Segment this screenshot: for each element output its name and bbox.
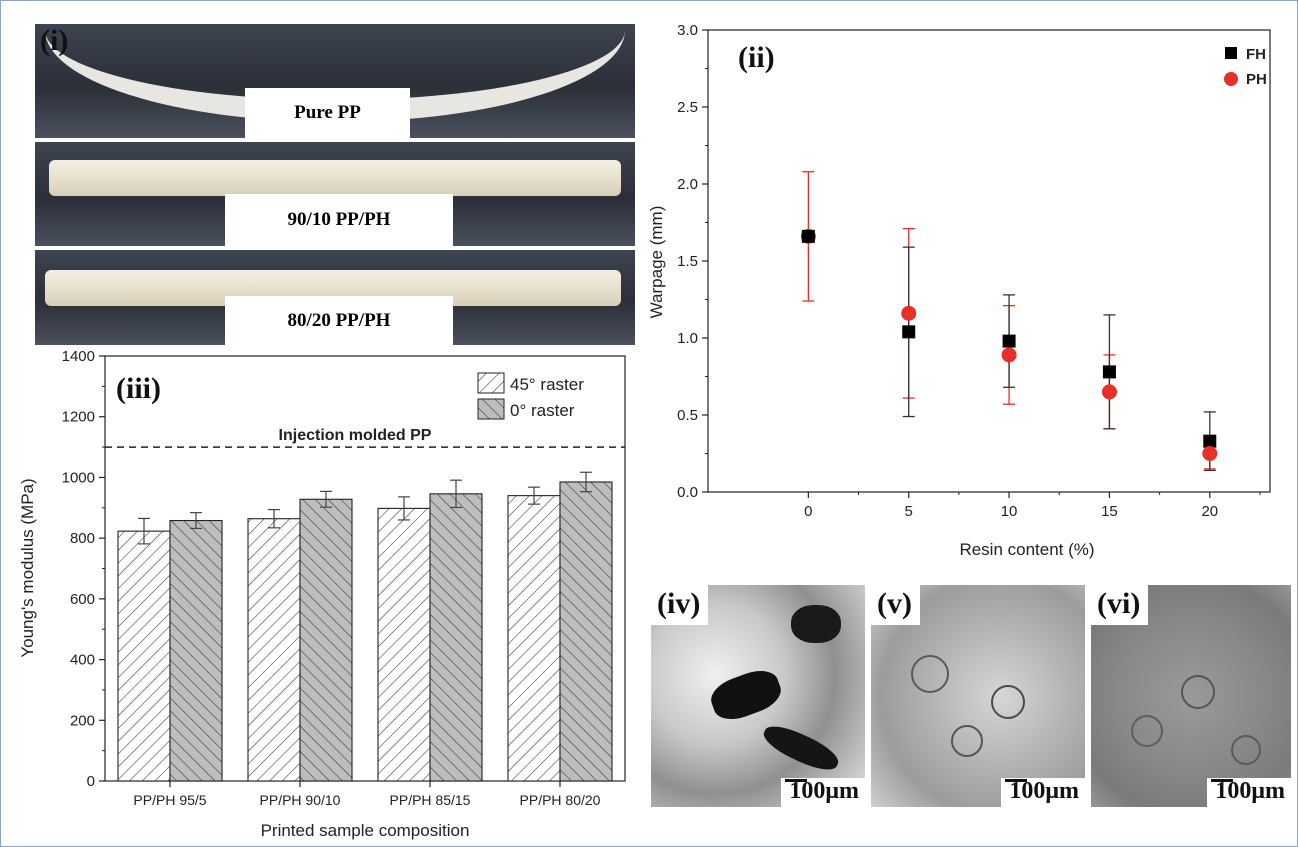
scale-bar-iv bbox=[785, 779, 807, 782]
dark-region bbox=[706, 664, 786, 726]
warpage-legend: FH PH bbox=[1224, 46, 1267, 88]
photo-pure-pp: Pure PP bbox=[35, 24, 635, 138]
scale-bar-v bbox=[1005, 779, 1027, 782]
modulus-x-tick-label: PP/PH 90/10 bbox=[260, 792, 341, 808]
dark-region bbox=[759, 719, 843, 777]
bar-45-raster bbox=[117, 530, 171, 782]
modulus-y-label: Young's modulus (MPa) bbox=[18, 478, 37, 657]
data-point-ph bbox=[1001, 347, 1017, 363]
legend-marker-fh bbox=[1225, 47, 1237, 59]
modulus-y-tick-label: 0 bbox=[87, 773, 95, 790]
warpage-marks bbox=[800, 171, 1218, 472]
injection-molded-label: Injection molded PP bbox=[279, 427, 432, 444]
warpage-axes: 0.0 0.5 1.0 1.5 2.0 2.5 3.0 0 5 10 15 20 bbox=[677, 22, 1271, 520]
warpage-y-tick-label: 0.0 bbox=[677, 484, 698, 501]
data-point-fh bbox=[1102, 365, 1116, 379]
panel-tag-ii: (ii) bbox=[738, 41, 775, 74]
modulus-x-tick-label: PP/PH 95/5 bbox=[133, 792, 206, 808]
bar-0-raster bbox=[559, 481, 613, 782]
data-point-fh bbox=[1002, 334, 1016, 348]
legend-label-45: 45° raster bbox=[510, 375, 584, 394]
modulus-y-tick-label: 1400 bbox=[62, 350, 95, 365]
data-point-fh bbox=[1203, 434, 1217, 448]
modulus-y-tick-label: 1000 bbox=[62, 469, 95, 486]
legend-label-ph: PH bbox=[1246, 71, 1267, 88]
warpage-chart: 0.0 0.5 1.0 1.5 2.0 2.5 3.0 0 5 10 15 20 Resin cont… bbox=[647, 22, 1271, 559]
legend-label-0: 0° raster bbox=[510, 401, 575, 420]
legend-swatch-0 bbox=[477, 398, 505, 420]
bar-45-raster bbox=[507, 495, 561, 782]
warpage-y-label: Warpage (mm) bbox=[647, 206, 666, 319]
panel-tag-iii: (iii) bbox=[116, 372, 161, 405]
modulus-axes: 0 200 400 600 800 1000 1200 1400 PP/PH 95/5 PP/PH… bbox=[62, 350, 626, 808]
warpage-y-tick-label: 1.0 bbox=[677, 330, 698, 347]
photo-label-80-20: 80/20 PP/PH bbox=[225, 296, 453, 345]
spherulite bbox=[1181, 675, 1215, 709]
modulus-marks bbox=[117, 471, 613, 782]
spherulite bbox=[1231, 735, 1261, 765]
micrograph-v: (v) 100μm bbox=[871, 585, 1085, 807]
bar-45-raster bbox=[377, 507, 431, 782]
warpage-x-tick-label: 5 bbox=[905, 503, 913, 520]
bar-45-raster bbox=[247, 518, 301, 782]
modulus-y-tick-label: 800 bbox=[70, 530, 95, 547]
scale-bar-vi bbox=[1211, 779, 1233, 782]
spherulite bbox=[951, 725, 983, 757]
modulus-legend: 45° raster 0° raster bbox=[477, 372, 584, 420]
micrograph-vi: (vi) 100μm bbox=[1091, 585, 1291, 807]
panel-tag-v: (v) bbox=[871, 585, 920, 625]
warpage-y-tick-label: 1.5 bbox=[677, 253, 698, 270]
flat-strip bbox=[49, 160, 621, 196]
dark-region bbox=[791, 605, 841, 643]
spherulite bbox=[1131, 715, 1163, 747]
panel-tag-vi: (vi) bbox=[1091, 585, 1149, 625]
photo-label-pure-pp: Pure PP bbox=[245, 88, 410, 138]
photo-90-10: 90/10 PP/PH bbox=[35, 142, 635, 246]
legend-label-fh: FH bbox=[1246, 46, 1266, 63]
warpage-x-tick-label: 10 bbox=[1001, 503, 1018, 520]
bar-0-raster bbox=[299, 498, 353, 782]
data-point-ph bbox=[1101, 384, 1117, 400]
modulus-x-tick-label: PP/PH 80/20 bbox=[520, 792, 601, 808]
panel-tag-iv: (iv) bbox=[651, 585, 709, 625]
warpage-y-tick-label: 2.5 bbox=[677, 99, 698, 116]
scale-label-v: 100μm bbox=[1001, 778, 1085, 807]
data-point-ph bbox=[1202, 446, 1218, 461]
warpage-x-tick-label: 0 bbox=[804, 503, 812, 520]
data-point-ph bbox=[901, 305, 917, 321]
warpage-y-tick-label: 3.0 bbox=[677, 22, 698, 39]
warpage-x-tick-label: 15 bbox=[1101, 503, 1118, 520]
photo-80-20: 80/20 PP/PH bbox=[35, 250, 635, 345]
warpage-plot-frame bbox=[707, 29, 1271, 493]
scale-label-vi: 100μm bbox=[1207, 778, 1291, 807]
data-point-fh bbox=[801, 229, 815, 243]
warpage-x-tick-label: 20 bbox=[1201, 503, 1218, 520]
modulus-y-tick-label: 600 bbox=[70, 591, 95, 608]
modulus-x-tick-label: PP/PH 85/15 bbox=[390, 792, 471, 808]
warpage-y-tick-label: 2.0 bbox=[677, 176, 698, 193]
scale-label-iv: 100μm bbox=[781, 778, 865, 807]
warpage-x-label: Resin content (%) bbox=[959, 540, 1094, 559]
modulus-y-tick-label: 200 bbox=[70, 712, 95, 729]
modulus-x-label: Printed sample composition bbox=[261, 821, 470, 840]
spherulite bbox=[991, 685, 1025, 719]
warpage-y-tick-label: 0.5 bbox=[677, 407, 698, 424]
modulus-y-tick-label: 400 bbox=[70, 652, 95, 669]
photo-label-90-10: 90/10 PP/PH bbox=[225, 194, 453, 246]
modulus-y-tick-label: 1200 bbox=[62, 409, 95, 426]
data-point-fh bbox=[902, 325, 916, 339]
panel-tag-i: (i) bbox=[40, 24, 69, 57]
micrograph-iv: (iv) 100μm bbox=[651, 585, 865, 807]
modulus-chart: 0 200 400 600 800 1000 1200 1400 PP/PH 95/5 PP/PH… bbox=[18, 350, 626, 840]
spherulite bbox=[911, 655, 949, 693]
legend-swatch-45 bbox=[477, 372, 505, 394]
legend-marker-ph bbox=[1224, 72, 1238, 86]
bar-0-raster bbox=[169, 519, 223, 782]
bar-0-raster bbox=[429, 493, 483, 782]
